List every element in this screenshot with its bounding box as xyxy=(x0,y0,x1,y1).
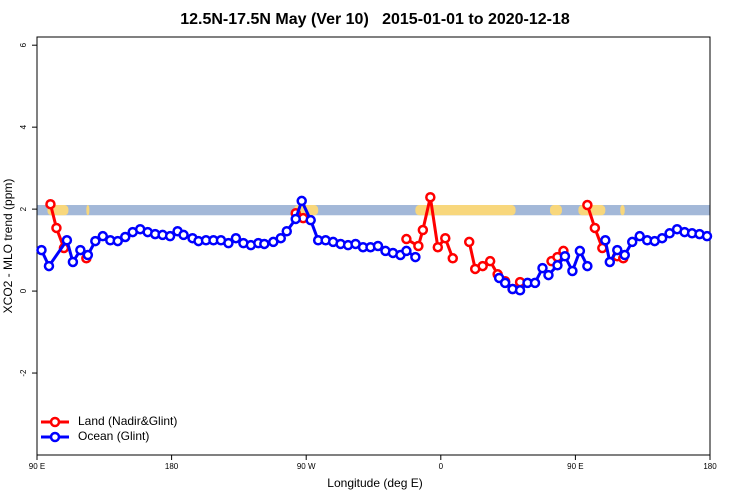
data-point xyxy=(75,244,86,256)
data-point xyxy=(582,199,593,211)
y-tick-label: 2 xyxy=(19,206,28,211)
data-point xyxy=(401,245,412,257)
data-point xyxy=(410,251,421,263)
data-point xyxy=(582,260,593,272)
data-point xyxy=(97,230,109,242)
data-point xyxy=(413,240,424,252)
data-point xyxy=(230,232,242,244)
data-point xyxy=(600,235,611,246)
data-point xyxy=(425,191,436,203)
x-tick-label: 180 xyxy=(165,462,179,471)
surface-band xyxy=(37,205,710,216)
data-point xyxy=(656,232,668,244)
data-point xyxy=(514,285,526,296)
land-segment xyxy=(86,205,90,216)
data-point xyxy=(589,222,601,234)
data-point xyxy=(477,260,488,272)
data-point xyxy=(401,233,412,245)
chart-title: 12.5N-17.5N May (Ver 10) 2015-01-01 to 2… xyxy=(180,11,570,28)
data-point xyxy=(552,260,563,271)
data-point xyxy=(296,195,307,207)
data-point xyxy=(440,232,451,244)
x-tick-label: 90 W xyxy=(297,462,316,471)
data-point xyxy=(275,232,287,244)
y-tick-label: -2 xyxy=(19,369,28,377)
data-point xyxy=(178,229,189,241)
y-tick-label: 6 xyxy=(19,42,28,47)
data-point xyxy=(634,230,645,242)
data-point xyxy=(45,198,56,210)
data-point xyxy=(372,240,384,252)
land-segment xyxy=(549,205,562,216)
x-axis-label: Longitude (deg E) xyxy=(327,476,422,490)
data-point xyxy=(567,265,578,277)
data-point xyxy=(701,230,713,242)
legend-label: Land (Nadir&Glint) xyxy=(78,414,177,428)
x-tick-label: 90 E xyxy=(567,462,583,471)
legend-marker xyxy=(49,416,61,428)
x-tick-label: 180 xyxy=(703,462,717,471)
y-tick-label: 4 xyxy=(19,124,28,129)
data-point xyxy=(543,269,554,281)
data-point xyxy=(499,277,511,289)
data-point xyxy=(484,255,496,267)
data-point xyxy=(67,256,79,268)
data-point xyxy=(529,277,541,289)
data-point xyxy=(559,250,571,262)
data-point xyxy=(51,222,62,234)
legend-marker xyxy=(49,431,61,443)
data-point xyxy=(36,244,47,256)
data-point xyxy=(290,213,301,225)
data-point xyxy=(223,237,234,249)
data-point xyxy=(626,236,638,248)
data-point xyxy=(112,235,124,247)
data-point xyxy=(305,214,316,226)
y-tick-label: 0 xyxy=(19,288,28,293)
y-axis-label: XCO2 - MLO trend (ppm) xyxy=(1,179,15,314)
data-point xyxy=(90,235,101,247)
x-tick-label: 90 E xyxy=(29,462,45,471)
data-point xyxy=(447,253,459,264)
data-point xyxy=(537,262,548,274)
plot-frame xyxy=(36,36,711,456)
data-point xyxy=(164,230,176,242)
data-point xyxy=(119,231,131,243)
data-point xyxy=(432,241,444,253)
data-point xyxy=(281,225,293,237)
data-point xyxy=(463,236,475,248)
data-point xyxy=(43,260,55,272)
data-point xyxy=(61,235,73,246)
land-segment xyxy=(620,205,625,216)
data-point xyxy=(417,224,429,236)
data-point xyxy=(664,228,675,239)
data-point xyxy=(259,238,270,250)
x-tick-label: 0 xyxy=(439,462,444,471)
legend-label: Ocean (Glint) xyxy=(78,429,149,443)
data-point xyxy=(619,249,631,261)
data-point xyxy=(604,256,616,268)
data-point xyxy=(82,249,94,261)
land-segment xyxy=(415,205,516,216)
data-point xyxy=(574,245,586,257)
data-point xyxy=(612,244,623,256)
